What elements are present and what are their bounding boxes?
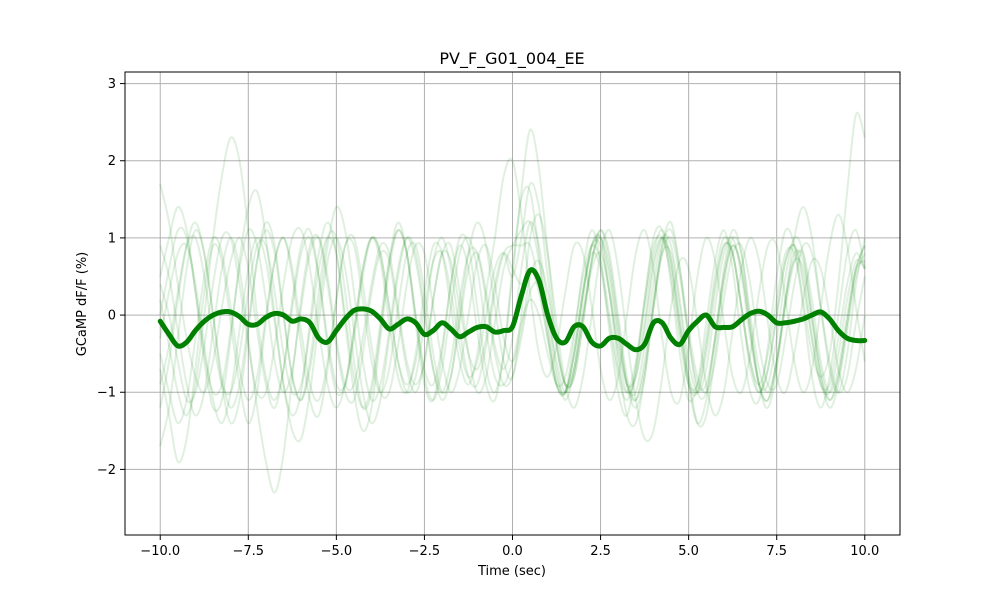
x-tick-label: −2.5	[409, 544, 441, 559]
trial-trace	[159, 185, 866, 447]
y-tick-label: 3	[108, 77, 116, 92]
y-tick-label: 1	[108, 231, 116, 246]
trial-trace	[159, 128, 866, 433]
trial-trace	[159, 229, 866, 494]
trial-trace	[159, 229, 866, 409]
grid-lines	[125, 72, 900, 535]
y-tick-label: −1	[97, 386, 116, 401]
x-tick-label: 7.5	[766, 544, 787, 559]
x-axis-title: Time (sec)	[477, 564, 546, 579]
y-tick-label: −2	[97, 463, 116, 478]
trial-trace	[159, 219, 866, 397]
plot-area	[157, 111, 868, 494]
x-tick-label: −5.0	[321, 544, 353, 559]
trial-trace	[159, 157, 866, 409]
y-axis-ticks: −2 −1 0 1 2 3	[97, 77, 125, 478]
trial-trace	[159, 220, 866, 464]
trial-trace	[159, 205, 866, 409]
x-tick-label: 5.0	[678, 544, 699, 559]
chart-title: PV_F_G01_004_EE	[439, 49, 584, 69]
trial-trace	[159, 229, 866, 425]
x-tick-label: −10.0	[140, 544, 180, 559]
y-tick-label: 0	[108, 309, 116, 324]
mean-trace	[157, 267, 868, 353]
mean-trace-group	[157, 267, 868, 353]
y-axis-title: GCaMP dF/F (%)	[75, 252, 90, 357]
x-tick-label: 0.0	[502, 544, 523, 559]
trial-trace	[159, 213, 866, 443]
x-tick-label: 2.5	[590, 544, 611, 559]
x-tick-label: 10.0	[850, 544, 879, 559]
trial-trace	[159, 226, 866, 409]
x-tick-label: −7.5	[233, 544, 265, 559]
trial-traces	[159, 111, 866, 494]
x-axis-ticks: −10.0 −7.5 −5.0 −2.5 0.0 2.5 5.0 7.5 10.0	[140, 535, 879, 559]
y-tick-label: 2	[108, 154, 116, 169]
trial-trace	[159, 111, 866, 417]
